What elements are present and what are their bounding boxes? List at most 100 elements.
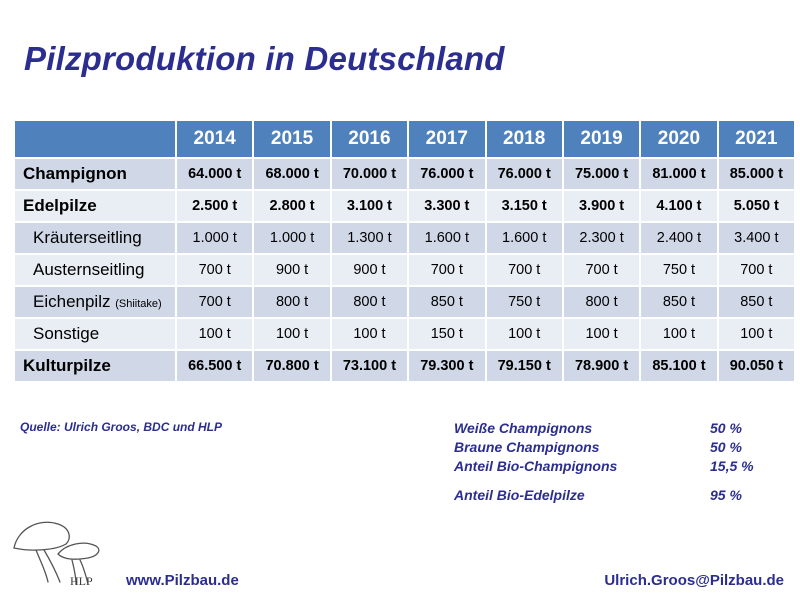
table-cell: 85.000 t — [718, 159, 794, 189]
production-table: 2014 2015 2016 2017 2018 2019 2020 2021 … — [13, 119, 796, 383]
stat-row: Anteil Bio-Champignons 15,5 % — [454, 456, 754, 475]
table-cell: 4.100 t — [641, 191, 717, 221]
table-cell: 3.400 t — [718, 223, 794, 253]
table-cell: 100 t — [331, 319, 408, 349]
table-cell: 1.600 t — [409, 223, 485, 253]
table-cell: 150 t — [409, 319, 485, 349]
stat-value: 50 % — [710, 419, 742, 436]
table-row: Kräuterseitling 1.000 t 1.000 t 1.300 t … — [15, 223, 794, 253]
page-title: Pilzproduktion in Deutschland — [24, 40, 505, 77]
table-row: Sonstige 100 t 100 t 100 t 150 t 100 t 1… — [15, 319, 794, 349]
stat-label: Anteil Bio-Champignons — [454, 457, 618, 474]
table-cell: 700 t — [177, 255, 253, 285]
email-link[interactable]: Ulrich.Groos@Pilzbau.de — [604, 572, 784, 589]
table-cell: 70.800 t — [254, 351, 330, 381]
stat-value: 15,5 % — [710, 457, 754, 474]
row-label-text: Eichenpilz — [33, 292, 111, 311]
table-cell: 2.400 t — [641, 223, 717, 253]
table-cell: 100 t — [486, 319, 562, 349]
table-cell: 900 t — [331, 255, 408, 285]
table-cell: 3.150 t — [486, 191, 562, 221]
table-cell: 73.100 t — [331, 351, 408, 381]
logo-text: HLP — [70, 574, 93, 588]
row-label-note: (Shiitake) — [115, 298, 162, 310]
table-cell: 750 t — [486, 287, 562, 317]
table-cell: 700 t — [563, 255, 640, 285]
website-link[interactable]: www.Pilzbau.de — [126, 572, 239, 589]
table-cell: 64.000 t — [177, 159, 253, 189]
table-cell: 81.000 t — [641, 159, 717, 189]
table-row: Champignon 64.000 t 68.000 t 70.000 t 76… — [15, 159, 794, 189]
stat-value: 95 % — [710, 486, 742, 503]
table-cell: 66.500 t — [177, 351, 253, 381]
table-cell: 2.500 t — [177, 191, 253, 221]
table-cell: 3.300 t — [409, 191, 485, 221]
table-cell: 5.050 t — [718, 191, 794, 221]
table-cell: 1.000 t — [254, 223, 330, 253]
table-cell: 700 t — [486, 255, 562, 285]
table-cell: 100 t — [718, 319, 794, 349]
stat-value: 50 % — [710, 438, 742, 455]
table-header-corner — [15, 121, 175, 157]
table-cell: 850 t — [409, 287, 485, 317]
table-cell: 68.000 t — [254, 159, 330, 189]
table-row: Austernseitling 700 t 900 t 900 t 700 t … — [15, 255, 794, 285]
table-cell: 850 t — [718, 287, 794, 317]
year-header: 2018 — [486, 121, 562, 157]
row-label: Kräuterseitling — [15, 223, 175, 253]
row-label: Austernseitling — [15, 255, 175, 285]
source-note: Quelle: Ulrich Groos, BDC und HLP — [20, 420, 223, 434]
table-row: Edelpilze 2.500 t 2.800 t 3.100 t 3.300 … — [15, 191, 794, 221]
year-header: 2017 — [409, 121, 485, 157]
table-cell: 1.000 t — [177, 223, 253, 253]
table-cell: 100 t — [641, 319, 717, 349]
table-cell: 1.300 t — [331, 223, 408, 253]
row-label: Sonstige — [15, 319, 175, 349]
row-label: Eichenpilz (Shiitake) — [15, 287, 175, 317]
table-row: Kulturpilze 66.500 t 70.800 t 73.100 t 7… — [15, 351, 794, 381]
stat-label: Braune Champignons — [454, 438, 600, 455]
year-header: 2016 — [331, 121, 408, 157]
table-cell: 100 t — [563, 319, 640, 349]
year-header: 2015 — [254, 121, 330, 157]
stat-row: Anteil Bio-Edelpilze 95 % — [454, 485, 754, 504]
table-cell: 78.900 t — [563, 351, 640, 381]
table-cell: 800 t — [254, 287, 330, 317]
table-cell: 900 t — [254, 255, 330, 285]
year-header: 2014 — [177, 121, 253, 157]
stat-row: Weiße Champignons 50 % — [454, 418, 754, 437]
table-cell: 1.600 t — [486, 223, 562, 253]
table-cell: 3.100 t — [331, 191, 408, 221]
stat-row: Braune Champignons 50 % — [454, 437, 754, 456]
table-cell: 76.000 t — [486, 159, 562, 189]
table-cell: 70.000 t — [331, 159, 408, 189]
year-header: 2019 — [563, 121, 640, 157]
table-cell: 90.050 t — [718, 351, 794, 381]
table-cell: 3.900 t — [563, 191, 640, 221]
table-cell: 76.000 t — [409, 159, 485, 189]
table-cell: 800 t — [563, 287, 640, 317]
stat-label: Anteil Bio-Edelpilze — [454, 486, 585, 503]
stat-label: Weiße Champignons — [454, 419, 593, 436]
table-cell: 85.100 t — [641, 351, 717, 381]
table-cell: 75.000 t — [563, 159, 640, 189]
table-cell: 79.150 t — [486, 351, 562, 381]
table-header-row: 2014 2015 2016 2017 2018 2019 2020 2021 — [15, 121, 794, 157]
row-label: Edelpilze — [15, 191, 175, 221]
table-row: Eichenpilz (Shiitake) 700 t 800 t 800 t … — [15, 287, 794, 317]
table-cell: 100 t — [177, 319, 253, 349]
table-cell: 100 t — [254, 319, 330, 349]
stats-panel: Weiße Champignons 50 % Braune Champignon… — [454, 418, 754, 504]
table-cell: 700 t — [177, 287, 253, 317]
mushroom-logo-icon — [13, 521, 100, 585]
row-label: Kulturpilze — [15, 351, 175, 381]
table-cell: 800 t — [331, 287, 408, 317]
table-cell: 850 t — [641, 287, 717, 317]
table-cell: 79.300 t — [409, 351, 485, 381]
year-header: 2020 — [641, 121, 717, 157]
table-cell: 750 t — [641, 255, 717, 285]
table-cell: 2.300 t — [563, 223, 640, 253]
table-cell: 700 t — [718, 255, 794, 285]
year-header: 2021 — [718, 121, 794, 157]
table-cell: 2.800 t — [254, 191, 330, 221]
